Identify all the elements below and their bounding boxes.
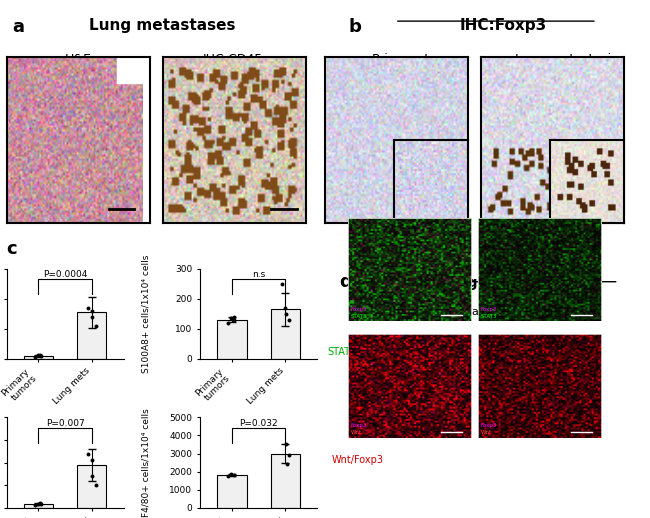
Text: H&E: H&E — [64, 53, 92, 66]
Point — [229, 312, 239, 321]
Y-axis label: S100A8+ cells/1x10⁴ cells: S100A8+ cells/1x10⁴ cells — [142, 254, 151, 373]
Point — [223, 319, 233, 327]
Text: Wnt: Wnt — [351, 430, 362, 435]
Point — [87, 472, 98, 480]
Text: P=0.007: P=0.007 — [46, 419, 84, 428]
Y-axis label: F4/80+ cells/1x10⁴ cells: F4/80+ cells/1x10⁴ cells — [142, 408, 151, 517]
Point — [30, 501, 40, 509]
Text: b: b — [348, 18, 361, 36]
Point — [284, 451, 294, 459]
Text: STAT3: STAT3 — [351, 313, 367, 319]
Bar — [117, 58, 143, 83]
Point — [280, 440, 291, 449]
Point — [280, 310, 291, 318]
Bar — [77, 465, 107, 508]
Point — [280, 304, 291, 312]
Point — [223, 472, 233, 480]
Text: d: d — [339, 274, 352, 291]
Bar — [24, 504, 53, 508]
Text: Wnt: Wnt — [481, 430, 492, 435]
Point — [35, 350, 46, 358]
Point — [87, 312, 98, 321]
Text: Lung metastasis: Lung metastasis — [439, 276, 568, 290]
Text: Intratumoral: Intratumoral — [413, 307, 483, 317]
Point — [86, 307, 97, 315]
Point — [32, 500, 43, 508]
Text: STAT3/Foxp3: STAT3/Foxp3 — [327, 347, 388, 357]
Text: Lung metastasis: Lung metastasis — [515, 53, 617, 66]
Text: Lung metastases: Lung metastases — [88, 18, 235, 33]
Point — [90, 322, 101, 330]
Text: Peritumoral: Peritumoral — [527, 307, 592, 317]
Bar — [24, 356, 53, 359]
Bar — [270, 309, 300, 359]
Text: Wnt/Foxp3: Wnt/Foxp3 — [332, 455, 384, 465]
Text: Primary tumor: Primary tumor — [372, 53, 461, 66]
Bar — [77, 312, 107, 359]
Point — [284, 315, 294, 324]
Point — [276, 279, 287, 287]
Text: STAT3: STAT3 — [481, 313, 497, 319]
Point — [36, 352, 46, 360]
Text: P=0.032: P=0.032 — [239, 419, 278, 428]
Point — [229, 471, 240, 479]
Text: a: a — [13, 18, 25, 36]
Point — [36, 500, 46, 508]
Bar — [217, 475, 246, 508]
Text: IHC:CD45: IHC:CD45 — [203, 53, 263, 66]
Point — [32, 351, 43, 359]
Point — [35, 499, 46, 508]
Point — [282, 460, 293, 468]
Point — [226, 470, 237, 479]
Bar — [270, 454, 300, 508]
Point — [226, 314, 237, 322]
Text: Foxp3: Foxp3 — [351, 307, 367, 312]
Text: c: c — [6, 240, 17, 257]
Text: n.s: n.s — [252, 270, 265, 279]
Text: IHC:Foxp3: IHC:Foxp3 — [460, 18, 547, 33]
Bar — [217, 320, 246, 359]
Text: Foxp3: Foxp3 — [481, 423, 497, 428]
Text: Foxp3: Foxp3 — [351, 423, 367, 428]
Text: P=0.0004: P=0.0004 — [43, 270, 87, 279]
Text: Foxp3: Foxp3 — [481, 307, 497, 312]
Point — [30, 353, 40, 361]
Point — [90, 481, 101, 489]
Point — [83, 450, 94, 458]
Point — [83, 304, 94, 312]
Point — [86, 456, 97, 465]
Point — [229, 315, 240, 324]
